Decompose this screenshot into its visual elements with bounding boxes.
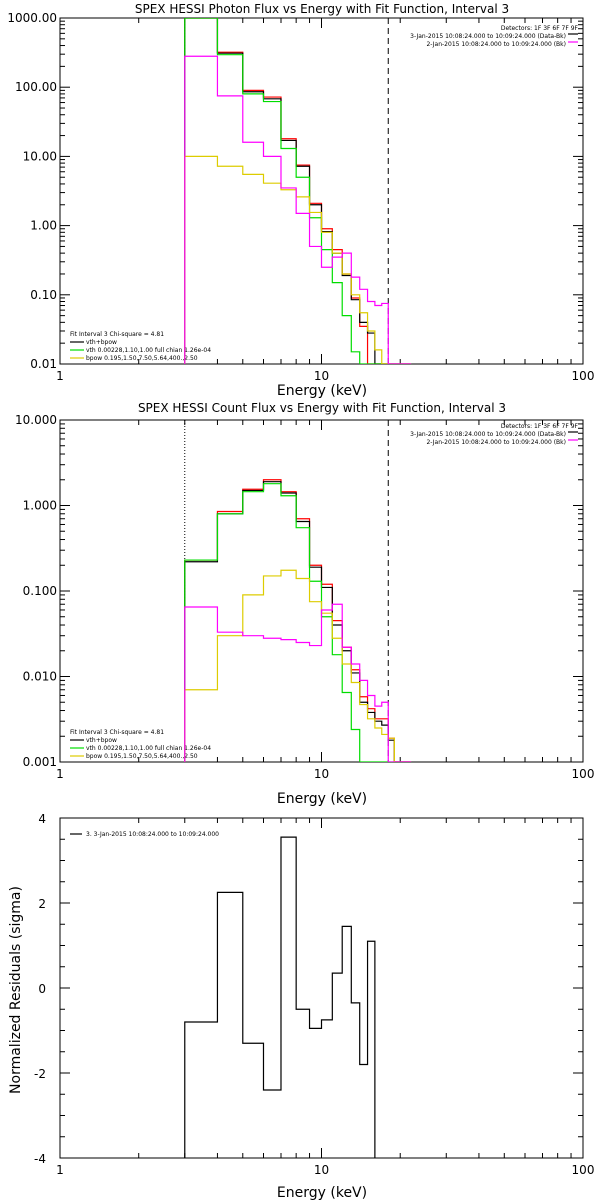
x-tick-label: 10 <box>314 369 329 383</box>
photon-flux-legend-top-1: 2-Jan-2015 10:08:24.000 to 10:09:24.000 … <box>426 41 566 48</box>
y-tick-label: 2 <box>38 897 46 911</box>
y-tick-label: 0.01 <box>30 357 57 371</box>
y-tick-label: 1000.00 <box>7 11 57 25</box>
y-tick-label: 1.000 <box>23 499 57 513</box>
count-flux-legend-fit: Fit Interval 3 Chi-square = 4.81 <box>70 729 164 736</box>
y-tick-label: 0.10 <box>30 288 57 302</box>
photon-flux-legend-fit: Fit Interval 3 Chi-square = 4.81 <box>70 331 164 338</box>
series-vth-bpow <box>184 18 412 364</box>
x-tick-label: 100 <box>572 767 595 781</box>
residuals-panel: Energy (keV) Normalized Residuals (sigma… <box>8 812 594 1200</box>
count-flux-panel: SPEX HESSI Count Flux vs Energy with Fit… <box>15 401 594 807</box>
photon-flux-legend-vth: vth 0.00228,1.10,1.00 full chian 1.26e-0… <box>86 347 211 354</box>
y-tick-label: 0.010 <box>23 670 57 684</box>
series-vth <box>184 18 412 364</box>
series-bk <box>184 55 412 364</box>
series-vth-bpow <box>184 481 412 762</box>
photon-flux-legend-total: vth+bpow <box>86 339 117 346</box>
count-flux-legend-bpow: bpow 0.195,1.50,7.50,5.64,400.,2.50 <box>86 753 198 760</box>
x-tick-label: 100 <box>572 1163 595 1177</box>
x-tick-label: 10 <box>314 1163 329 1177</box>
count-flux-legend-total: vth+bpow <box>86 737 117 744</box>
series-bk <box>184 603 412 762</box>
y-tick-label: 10.00 <box>23 149 57 163</box>
plot-frame <box>59 17 584 365</box>
series-3-3-jan-2015-10-08-24-000-to-10-09-24-000 <box>184 836 376 1158</box>
plot-frame <box>59 817 584 1159</box>
photon-flux-legend-top-0: 3-Jan-2015 10:08:24.000 to 10:09:24.000 … <box>410 33 566 40</box>
photon-flux-detectors: Detectors: 1F 3F 6F 7F 9F <box>501 25 579 32</box>
y-tick-label: 1.00 <box>30 219 57 233</box>
residuals-legend-0: 3. 3-Jan-2015 10:08:24.000 to 10:09:24.0… <box>86 831 219 838</box>
photon-flux-panel: SPEX HESSI Photon Flux vs Energy with Fi… <box>7 2 594 399</box>
y-tick-label: -2 <box>34 1067 46 1081</box>
residuals-xlabel: Energy (keV) <box>277 1185 367 1200</box>
residuals-ylabel: Normalized Residuals (sigma) <box>8 886 24 1094</box>
count-flux-legend-vth: vth 0.00228,1.10,1.00 full chian 1.26e-0… <box>86 745 211 752</box>
x-tick-label: 10 <box>314 767 329 781</box>
x-tick-label: 1 <box>56 369 64 383</box>
count-flux-legend-top-0: 3-Jan-2015 10:08:24.000 to 10:09:24.000 … <box>410 431 566 438</box>
y-tick-label: 4 <box>38 812 46 826</box>
x-tick-label: 100 <box>572 369 595 383</box>
y-tick-label: 10.000 <box>15 413 57 427</box>
x-tick-label: 1 <box>56 1163 64 1177</box>
photon-flux-xlabel: Energy (keV) <box>277 383 367 399</box>
series-vth <box>184 483 412 762</box>
count-flux-title: SPEX HESSI Count Flux vs Energy with Fit… <box>138 401 506 415</box>
y-tick-label: 100.00 <box>15 80 57 94</box>
y-tick-label: 0.100 <box>23 584 57 598</box>
y-tick-label: 0.001 <box>23 755 57 769</box>
series-bpow <box>184 155 412 364</box>
y-tick-label: 0 <box>38 982 46 996</box>
photon-flux-legend-bpow: bpow 0.195,1.50,7.50,5.64,400.,2.50 <box>86 355 198 362</box>
x-tick-label: 1 <box>56 767 64 781</box>
count-flux-legend-top-1: 2-Jan-2015 10:08:24.000 to 10:09:24.000 … <box>426 439 566 446</box>
y-tick-label: -4 <box>34 1152 46 1166</box>
count-flux-detectors: Detectors: 1F 3F 6F 7F 9F <box>501 423 579 430</box>
series-bpow <box>184 569 412 762</box>
series-data-bk <box>184 18 412 364</box>
count-flux-xlabel: Energy (keV) <box>277 791 367 807</box>
photon-flux-title: SPEX HESSI Photon Flux vs Energy with Fi… <box>135 2 509 16</box>
